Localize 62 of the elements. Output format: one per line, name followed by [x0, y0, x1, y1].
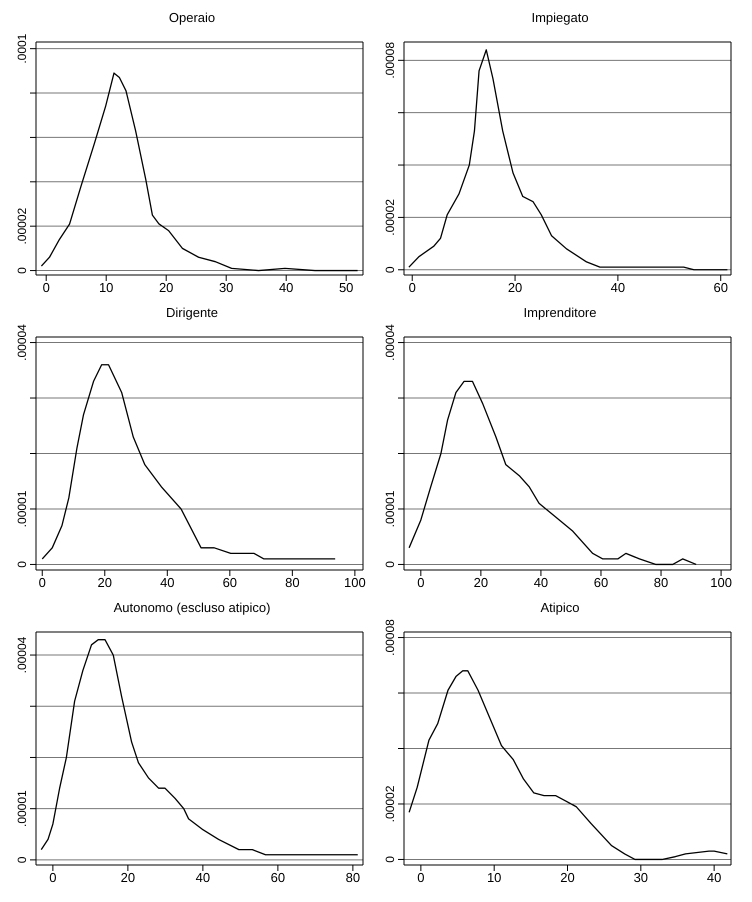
y-tick-label: .00002 — [383, 785, 397, 822]
y-tick-label: .00004 — [15, 636, 29, 674]
x-tick-label: 20 — [158, 280, 174, 296]
chart-title: Impiegato — [530, 9, 590, 26]
chart-title: Dirigente — [164, 304, 220, 321]
line-series — [40, 72, 358, 272]
x-tick-label: 100 — [344, 575, 366, 590]
y-tick-label: .00001 — [15, 790, 29, 828]
x-tick-label: 100 — [710, 575, 732, 590]
x-tick-label: 50 — [338, 280, 354, 296]
x-tick-label: 40 — [534, 575, 548, 590]
x-tick-label: 40 — [160, 575, 175, 590]
x-tick-label: 30 — [634, 870, 648, 886]
line-series — [42, 364, 336, 560]
x-tick-label: 40 — [278, 280, 294, 296]
x-tick-label: 40 — [196, 870, 210, 886]
x-tick-label: 0 — [408, 280, 416, 296]
y-tick-label: .00008 — [383, 618, 397, 656]
x-tick-label: 20 — [98, 575, 112, 590]
x-tick-label: 20 — [560, 870, 575, 886]
line-series — [408, 380, 697, 566]
y-tick-label: 0 — [383, 266, 397, 274]
x-tick-label: 60 — [222, 575, 238, 590]
x-tick-label: 10 — [98, 280, 114, 296]
y-tick-label: 0 — [383, 560, 397, 568]
x-tick-label: 80 — [346, 870, 360, 886]
x-tick-label: 0 — [49, 870, 56, 886]
y-tick-label: .00004 — [15, 324, 29, 361]
x-tick-label: 20 — [120, 870, 136, 886]
y-tick-label: .00004 — [383, 324, 397, 361]
y-tick-label: .00002 — [383, 198, 397, 236]
y-tick-label: .00008 — [383, 42, 397, 79]
x-tick-label: 60 — [713, 280, 728, 296]
x-tick-label: 30 — [218, 280, 234, 296]
chart-title: Atipico — [539, 599, 581, 616]
y-tick-label: 0 — [383, 856, 397, 863]
x-tick-label: 10 — [486, 870, 502, 886]
x-tick-label: 0 — [38, 575, 46, 590]
line-series — [40, 639, 358, 856]
line-series — [408, 49, 728, 270]
x-tick-label: 20 — [508, 280, 522, 296]
y-tick-label: .00001 — [383, 490, 397, 528]
x-tick-label: 0 — [417, 870, 424, 886]
x-tick-label: 80 — [654, 575, 668, 590]
line-series — [408, 670, 728, 860]
y-tick-label: 0 — [15, 560, 29, 568]
chart-title: Imprenditore — [522, 304, 598, 321]
x-tick-label: 40 — [706, 870, 722, 886]
y-tick-label: .00002 — [15, 208, 29, 245]
x-tick-label: 0 — [417, 575, 424, 590]
y-tick-label: .0001 — [15, 33, 29, 64]
x-tick-label: 20 — [474, 575, 488, 590]
x-tick-label: 0 — [42, 280, 50, 296]
y-tick-label: .00001 — [15, 490, 29, 528]
y-tick-label: 0 — [15, 266, 29, 274]
x-tick-label: 40 — [610, 280, 626, 296]
y-tick-label: 0 — [15, 856, 29, 864]
chart-title: Autonomo (escluso atipico) — [112, 599, 272, 616]
x-tick-label: 80 — [285, 575, 300, 590]
chart-title: Operaio — [168, 9, 216, 26]
x-tick-label: 60 — [594, 575, 608, 590]
x-tick-label: 60 — [270, 870, 286, 886]
